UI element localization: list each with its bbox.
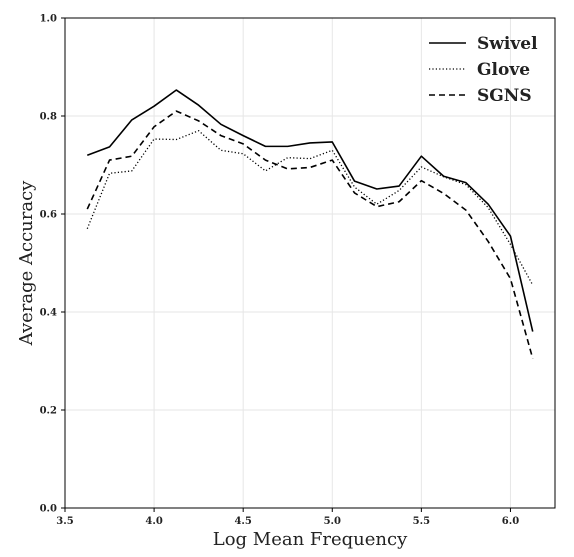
y-tick-label: 0.8 <box>40 112 57 123</box>
series-line-sgns <box>86 110 534 359</box>
x-tick-label: 4.5 <box>234 516 251 527</box>
legend-label-swivel: Swivel <box>477 34 538 54</box>
plot-frame <box>64 17 556 509</box>
legend: Swivel Glove SGNS <box>429 34 538 106</box>
y-axis-title: Average Accuracy <box>16 180 37 346</box>
x-axis-title: Log Mean Frequency <box>213 529 408 550</box>
x-tick-label: 5.0 <box>324 516 341 527</box>
y-tick-label: 0.2 <box>40 406 57 417</box>
y-tick-label: 0.4 <box>40 308 57 319</box>
y-tick-label: 0.6 <box>40 210 57 221</box>
series-line-swivel <box>86 89 534 332</box>
y-tick-label: 1.0 <box>40 14 57 25</box>
x-tick-label: 5.5 <box>413 516 430 527</box>
legend-label-sgns: SGNS <box>477 86 532 106</box>
x-tick-label: 4.0 <box>145 516 162 527</box>
series-group <box>86 89 534 359</box>
x-axis-ticks: 3.5 4.0 4.5 5.0 5.5 6.0 <box>56 508 519 527</box>
y-axis-ticks: 0.0 0.2 0.4 0.6 0.8 1.0 <box>40 14 65 515</box>
y-tick-label: 0.0 <box>40 504 57 515</box>
x-tick-label: 3.5 <box>56 516 73 527</box>
x-tick-label: 6.0 <box>502 516 519 527</box>
legend-label-glove: Glove <box>477 60 530 80</box>
